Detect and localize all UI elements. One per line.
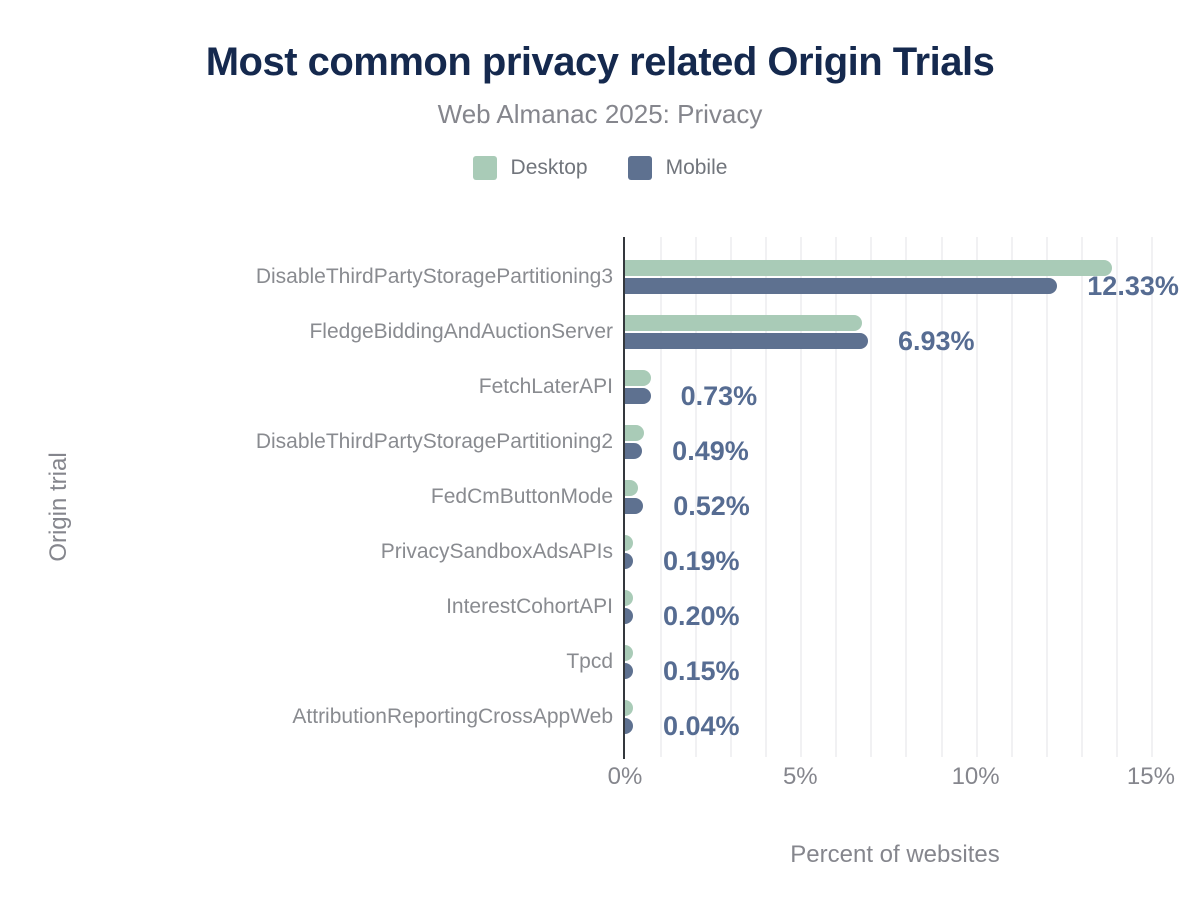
legend-swatch-desktop xyxy=(472,156,497,180)
plot-area: DisableThirdPartyStoragePartitioning3 12.… xyxy=(256,237,1179,759)
mobile-bar[interactable] xyxy=(625,663,633,679)
gridline xyxy=(1115,237,1118,757)
category-label: Tpcd xyxy=(566,650,613,673)
x-axis-title: Percent of websites xyxy=(790,841,1000,868)
gridline xyxy=(695,237,698,757)
gridline xyxy=(800,237,803,757)
value-label: 0.52% xyxy=(673,491,750,521)
gridline xyxy=(940,237,943,757)
x-tick-label: 5% xyxy=(782,763,818,790)
desktop-bar[interactable] xyxy=(625,370,652,386)
gridline xyxy=(730,237,733,757)
gridline xyxy=(975,237,978,757)
desktop-bar[interactable] xyxy=(625,700,633,716)
mobile-bar[interactable] xyxy=(625,718,633,734)
desktop-bar[interactable] xyxy=(625,315,862,331)
mobile-bar[interactable] xyxy=(625,553,633,569)
gridline xyxy=(660,237,663,757)
value-label: 0.19% xyxy=(663,546,740,576)
value-label: 0.20% xyxy=(663,601,740,631)
legend-label: Mobile xyxy=(665,156,728,179)
value-label: 12.33% xyxy=(1087,271,1179,301)
category-label: DisableThirdPartyStoragePartitioning2 xyxy=(255,430,613,453)
category-label: PrivacySandboxAdsAPIs xyxy=(380,540,613,563)
value-label: 0.73% xyxy=(680,381,758,411)
gridline xyxy=(765,237,768,757)
desktop-bar[interactable] xyxy=(625,425,645,441)
desktop-bar[interactable] xyxy=(625,535,633,551)
category-label: InterestCohortAPI xyxy=(446,595,613,618)
chart-title: Most common privacy related Origin Trial… xyxy=(205,40,995,84)
mobile-bar[interactable] xyxy=(625,498,644,514)
legend-item-desktop[interactable]: Desktop xyxy=(472,156,588,180)
gridline xyxy=(1010,237,1013,757)
gridline xyxy=(1150,237,1153,757)
gridline xyxy=(1045,237,1048,757)
category-label: FetchLaterAPI xyxy=(478,375,613,398)
mobile-bar[interactable] xyxy=(625,388,651,404)
category-label: FedCmButtonMode xyxy=(430,485,613,508)
legend: Desktop Mobile xyxy=(0,156,1200,180)
legend-swatch-mobile xyxy=(627,156,652,180)
chart-subtitle: Web Almanac 2025: Privacy xyxy=(437,99,763,129)
x-tick-label: 10% xyxy=(951,763,1000,790)
mobile-bar[interactable] xyxy=(625,333,868,349)
category-label: FledgeBiddingAndAuctionServer xyxy=(309,320,613,343)
category-label: AttributionReportingCrossAppWeb xyxy=(292,705,613,728)
gridline xyxy=(1080,237,1083,757)
gridline xyxy=(870,237,873,757)
x-tick-label: 0% xyxy=(607,763,643,790)
x-tick-label: 15% xyxy=(1126,763,1175,790)
mobile-bar[interactable] xyxy=(625,443,643,459)
legend-label: Desktop xyxy=(510,156,588,179)
value-label: 6.93% xyxy=(897,326,975,356)
category-label: DisableThirdPartyStoragePartitioning3 xyxy=(255,265,613,288)
y-axis-title: Origin trial xyxy=(45,452,72,562)
desktop-bar[interactable] xyxy=(625,480,639,496)
desktop-bar[interactable] xyxy=(625,260,1113,276)
desktop-bar[interactable] xyxy=(625,645,633,661)
value-label: 0.49% xyxy=(672,436,749,466)
mobile-bar[interactable] xyxy=(625,278,1058,294)
value-label: 0.04% xyxy=(663,711,740,741)
gridline xyxy=(835,237,838,757)
y-axis-line xyxy=(623,237,625,759)
value-label: 0.15% xyxy=(663,656,740,686)
legend-item-mobile[interactable]: Mobile xyxy=(627,156,728,180)
gridline xyxy=(905,237,908,757)
mobile-bar[interactable] xyxy=(625,608,633,624)
desktop-bar[interactable] xyxy=(625,590,634,606)
